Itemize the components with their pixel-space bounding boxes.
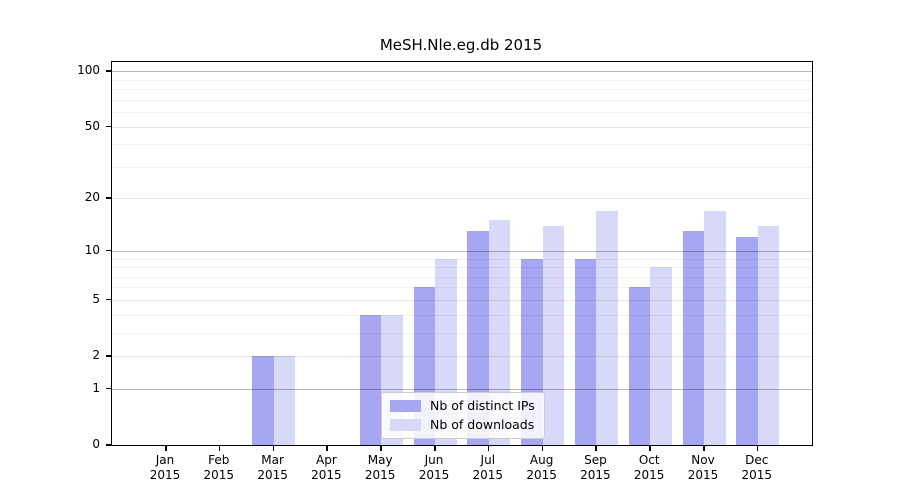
bar-aug-downloads: [542, 225, 565, 445]
y-tick: [106, 387, 111, 390]
x-tick-label: Aug 2015: [526, 453, 557, 482]
bar-nov-ips: [682, 231, 704, 445]
legend: Nb of distinct IPs Nb of downloads: [381, 392, 545, 439]
x-tick: [272, 445, 275, 451]
y-tick-label: 20: [84, 190, 100, 205]
gridline: [112, 258, 812, 260]
legend-item-downloads: Nb of downloads: [390, 418, 535, 432]
legend-label-downloads: Nb of downloads: [430, 417, 535, 432]
x-tick: [380, 445, 382, 451]
y-tick: [106, 125, 111, 127]
x-tick: [487, 445, 490, 451]
plot-area: Nb of distinct IPs Nb of downloads: [111, 61, 813, 446]
x-tick: [326, 445, 328, 451]
x-tick-label: Feb 2015: [203, 453, 235, 482]
x-tick-label: Jul 2015: [472, 453, 504, 482]
gridline: [112, 250, 812, 252]
y-tick-label: 5: [92, 291, 100, 306]
bar-nov-downloads: [704, 210, 726, 445]
y-tick: [106, 70, 111, 72]
x-tick-label: Nov 2015: [687, 453, 719, 482]
y-tick-label: 50: [84, 118, 100, 133]
x-tick-label: Oct 2015: [633, 453, 665, 482]
x-tick-label: Jan 2015: [149, 453, 181, 482]
x-tick: [756, 445, 759, 451]
gridline: [112, 388, 812, 390]
gridline: [112, 144, 812, 146]
x-tick: [703, 445, 705, 451]
x-tick-label: May 2015: [364, 453, 396, 482]
gridline: [112, 112, 812, 113]
x-tick-label: Apr 2015: [311, 453, 342, 482]
bar-sep-ips: [574, 258, 597, 445]
bar-dec-downloads: [757, 225, 780, 445]
gridline: [112, 356, 812, 357]
x-tick-label: Sep 2015: [580, 453, 611, 482]
gridline: [112, 332, 812, 334]
bar-may-ips: [359, 314, 382, 445]
legend-label-distinct-ips: Nb of distinct IPs: [430, 398, 535, 413]
x-tick: [218, 445, 221, 451]
y-tick-label: 2: [92, 348, 100, 362]
gridline: [112, 198, 812, 200]
gridline: [112, 314, 812, 316]
bar-oct-downloads: [650, 267, 672, 445]
gridline: [112, 99, 812, 101]
x-tick: [595, 445, 597, 451]
gridline: [112, 287, 812, 289]
x-tick: [649, 445, 651, 451]
bar-mar-ips: [252, 356, 274, 445]
x-tick-label: Mar 2015: [257, 453, 288, 482]
gridline: [112, 89, 812, 90]
gridline: [112, 299, 812, 301]
gridline: [112, 79, 812, 81]
x-tick: [541, 445, 544, 451]
gridline: [112, 126, 812, 128]
legend-swatch-distinct-ips: [390, 400, 421, 412]
y-tick: [106, 355, 111, 357]
legend-item-distinct-ips: Nb of distinct IPs: [390, 399, 535, 413]
chart-title: MeSH.Nle.eg.db 2015: [379, 36, 543, 54]
y-tick-label: 0: [92, 437, 100, 451]
y-tick-label: 1: [92, 380, 100, 395]
bar-dec-ips: [736, 237, 758, 445]
y-tick-label: 10: [84, 242, 100, 257]
x-tick-label: Jun 2015: [418, 453, 450, 482]
y-tick: [106, 197, 111, 199]
y-tick: [106, 444, 111, 446]
bar-jul-downloads: [488, 220, 511, 445]
bar-oct-ips: [628, 287, 651, 445]
bar-jul-ips: [467, 231, 489, 445]
gridline: [112, 267, 812, 268]
gridline: [112, 276, 812, 278]
y-tick-label: 100: [77, 63, 100, 78]
bar-mar-downloads: [273, 356, 296, 445]
gridline: [112, 166, 812, 168]
x-tick-label: Dec 2015: [741, 453, 773, 482]
y-tick: [106, 298, 111, 301]
legend-swatch-downloads: [390, 419, 421, 431]
x-tick: [434, 445, 436, 451]
bar-sep-downloads: [596, 210, 618, 445]
y-tick: [106, 249, 111, 252]
gridline: [112, 71, 812, 73]
x-tick: [165, 445, 167, 451]
